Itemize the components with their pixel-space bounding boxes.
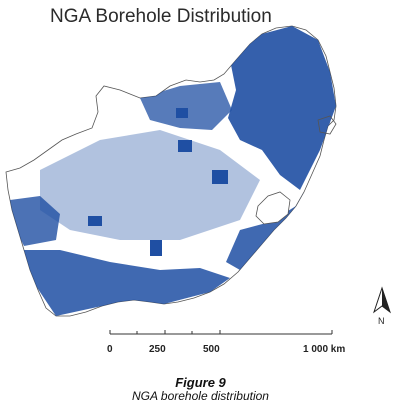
cluster-karoo-2 — [150, 240, 162, 256]
dense-area-northeast — [228, 26, 336, 190]
swaziland-enclave — [317, 115, 337, 135]
cluster-free-state — [212, 170, 228, 184]
scale-label-1000: 1 000 km — [303, 344, 346, 355]
borehole-points — [10, 26, 336, 316]
north-arrow-icon — [373, 286, 391, 314]
cluster-northwest — [178, 140, 192, 152]
scale-label-250: 250 — [149, 344, 166, 355]
lesotho-enclave — [255, 191, 291, 225]
figure-caption: NGA borehole distribution — [132, 389, 269, 403]
scale-bar — [109, 330, 333, 335]
map-title: NGA Borehole Distribution — [50, 6, 272, 27]
dense-area-southwest — [20, 250, 230, 316]
figure-number: Figure 9 — [175, 375, 226, 390]
north-label: N — [378, 316, 385, 326]
cluster-limpopo — [176, 108, 188, 118]
dense-area-east-coast — [226, 192, 304, 270]
scale-label-500: 500 — [203, 344, 220, 355]
scattered-area-interior — [40, 130, 260, 240]
dense-area-north-center — [140, 82, 232, 130]
scale-label-0: 0 — [107, 344, 113, 355]
dense-area-west — [10, 196, 60, 246]
cluster-karoo-1 — [88, 216, 102, 226]
